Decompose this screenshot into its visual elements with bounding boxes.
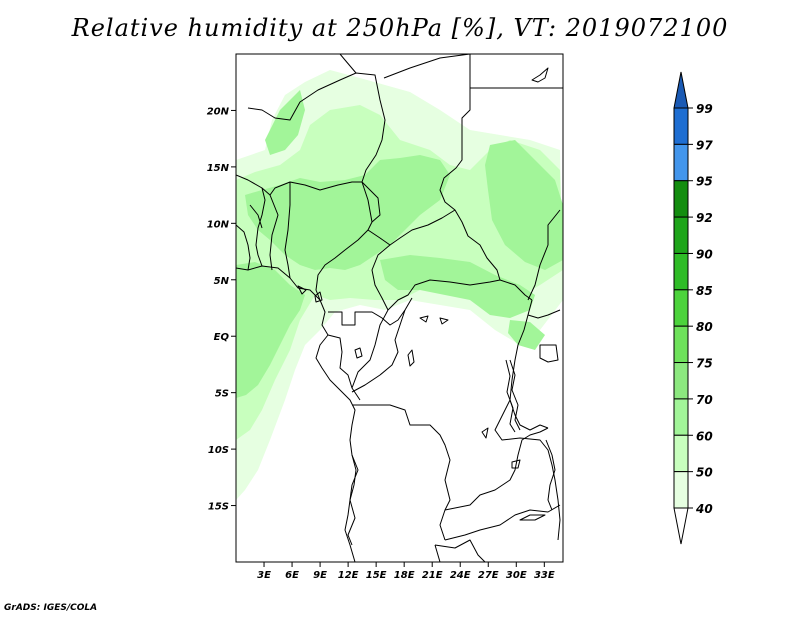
- lat-tick-label: 5N: [214, 276, 230, 287]
- lat-tick-label: 15S: [208, 502, 229, 513]
- colorbar-label: 50: [696, 466, 713, 480]
- lon-tick-label: 12E: [338, 570, 359, 581]
- colorbar-label: 95: [696, 175, 713, 189]
- humidity-region: [485, 140, 563, 270]
- lake: [354, 347, 363, 359]
- colorbar-segment: [673, 325, 689, 364]
- map-axes: 20N 15N 10N 5N EQ 5S 10S 15S 3E 6E 9E 12E 15E 18E 21E 2…: [207, 106, 555, 581]
- atlantic-coastline: [236, 265, 357, 562]
- island: [297, 285, 307, 295]
- colorbar-segment: [673, 107, 689, 145]
- border: [255, 187, 266, 267]
- lat-tick-label: 15N: [207, 163, 230, 174]
- colorbar-top-arrow: [673, 71, 689, 109]
- border: [351, 309, 389, 389]
- humidity-region: [236, 262, 305, 398]
- colorbar-segment: [673, 471, 689, 509]
- humidity-region: [508, 320, 545, 350]
- border: [236, 174, 456, 246]
- lon-tick-label: 33E: [534, 570, 555, 581]
- border: [531, 67, 549, 83]
- colorbar-label: 99: [696, 102, 713, 116]
- island: [314, 291, 323, 303]
- border: [352, 404, 451, 541]
- border: [339, 54, 357, 74]
- border: [527, 309, 561, 319]
- border: [328, 297, 413, 326]
- lake-kariba: [519, 514, 546, 521]
- lake: [407, 349, 415, 367]
- border: [444, 427, 549, 511]
- border: [434, 539, 486, 562]
- lake-victoria: [539, 344, 559, 363]
- border: [236, 224, 251, 271]
- lon-tick-label: 9E: [313, 570, 327, 581]
- colorbar-segment: [673, 434, 689, 473]
- colorbar-segment: [673, 252, 689, 291]
- lat-tick-label: EQ: [214, 332, 230, 343]
- lake-tanganyika: [509, 359, 521, 431]
- humidity-region: [380, 255, 535, 318]
- colorbar-segment: [673, 398, 689, 436]
- plot-title: Relative humidity at 250hPa [%], VT: 201…: [71, 14, 729, 42]
- colorbar-segment: [673, 289, 689, 327]
- lon-tick-label: 24E: [450, 570, 471, 581]
- border: [371, 244, 391, 311]
- lake: [439, 317, 449, 325]
- lat-tick-label: 10N: [207, 219, 230, 230]
- grads-credit: GrADS: IGES/COLA: [4, 603, 98, 613]
- border: [494, 399, 561, 541]
- colorbar-label: 97: [696, 138, 713, 152]
- border: [434, 544, 441, 562]
- border: [247, 72, 386, 183]
- lon-tick-label: 6E: [285, 570, 299, 581]
- colorbar-label: 40: [695, 502, 713, 516]
- lake: [511, 459, 521, 469]
- lat-tick-label: 5S: [215, 389, 229, 400]
- border: [527, 209, 561, 301]
- lon-tick-label: 30E: [506, 570, 527, 581]
- colorbar-segment: [673, 143, 689, 182]
- colorbar-segment: [673, 180, 689, 218]
- lake-malawi: [545, 439, 556, 511]
- humidity-region: [318, 195, 360, 235]
- lake: [481, 427, 489, 439]
- border: [249, 204, 263, 229]
- colorbar-label: 92: [696, 211, 713, 225]
- border: [387, 279, 501, 311]
- lat-tick-label: 10S: [208, 445, 229, 456]
- colorbar-segment: [673, 216, 689, 254]
- lon-tick-label: 15E: [366, 570, 387, 581]
- colorbar: 99 97 95 92 90 85 80 75 70 60 50 40: [673, 71, 713, 545]
- colorbar-label: 80: [696, 320, 713, 334]
- border: [284, 182, 291, 279]
- border: [509, 299, 549, 431]
- border: [444, 504, 561, 541]
- colorbar-label: 60: [696, 429, 713, 443]
- lon-tick-label: 3E: [257, 570, 271, 581]
- border: [347, 454, 359, 546]
- lake: [419, 315, 429, 323]
- colorbar-segment: [673, 362, 689, 400]
- lat-tick-label: 20N: [207, 106, 230, 117]
- lon-tick-label: 21E: [422, 570, 443, 581]
- colorbar-label: 75: [696, 357, 713, 371]
- colorbar-label: 85: [696, 284, 713, 298]
- colorbar-bottom-arrow: [673, 507, 689, 545]
- map-frame: [235, 53, 564, 563]
- border: [383, 54, 471, 79]
- humidity-region: [265, 90, 305, 155]
- border: [315, 229, 369, 301]
- country-borders: [236, 54, 563, 562]
- lon-tick-label: 27E: [478, 570, 499, 581]
- border: [351, 309, 406, 393]
- lon-tick-label: 18E: [394, 570, 415, 581]
- border: [439, 54, 533, 301]
- border: [361, 181, 373, 223]
- border: [269, 194, 279, 271]
- colorbar-label: 90: [696, 247, 713, 261]
- colorbar-label: 70: [696, 393, 713, 407]
- lake-tanganyika: [505, 359, 516, 433]
